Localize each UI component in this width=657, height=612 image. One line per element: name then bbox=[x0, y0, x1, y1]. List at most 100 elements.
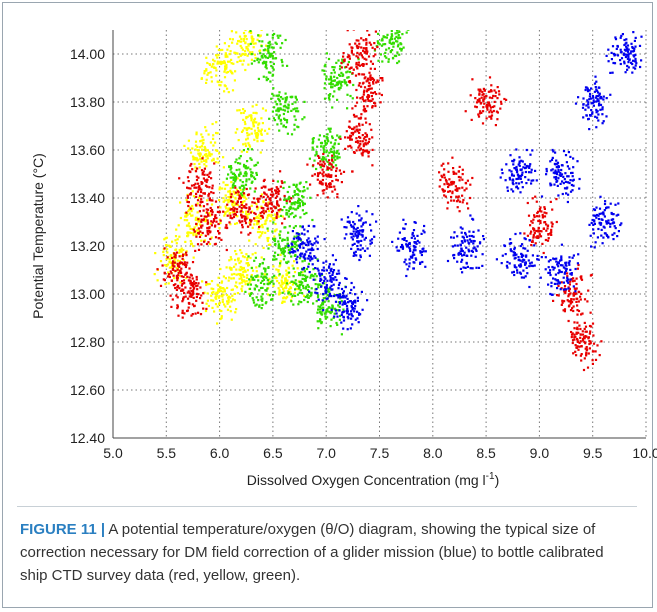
data-point bbox=[297, 287, 300, 290]
data-point bbox=[586, 348, 589, 351]
data-point bbox=[189, 227, 192, 230]
data-point bbox=[446, 259, 450, 263]
data-point bbox=[198, 166, 201, 169]
data-point bbox=[235, 253, 238, 256]
data-point bbox=[468, 238, 472, 241]
data-point bbox=[298, 202, 301, 205]
data-point bbox=[333, 66, 336, 69]
data-point bbox=[251, 121, 255, 124]
data-point bbox=[365, 49, 368, 52]
data-point bbox=[540, 195, 544, 198]
data-point bbox=[208, 199, 211, 202]
data-point bbox=[478, 92, 481, 95]
data-point bbox=[185, 224, 189, 227]
data-point bbox=[533, 232, 536, 235]
data-point bbox=[231, 147, 235, 150]
data-point bbox=[199, 146, 202, 149]
data-point bbox=[258, 263, 262, 266]
data-point bbox=[528, 285, 531, 289]
data-point bbox=[288, 185, 291, 188]
data-point bbox=[229, 168, 232, 171]
data-point bbox=[251, 174, 254, 177]
data-point bbox=[369, 76, 372, 79]
data-point bbox=[337, 287, 340, 290]
data-point bbox=[573, 279, 576, 282]
data-point bbox=[490, 84, 493, 87]
data-point bbox=[300, 301, 303, 304]
data-point bbox=[258, 213, 261, 217]
data-point bbox=[366, 95, 369, 98]
data-point bbox=[250, 204, 253, 207]
data-point bbox=[356, 230, 359, 233]
data-point bbox=[216, 149, 219, 152]
data-point bbox=[461, 194, 464, 197]
data-point bbox=[256, 208, 259, 211]
data-point bbox=[246, 54, 249, 57]
data-point bbox=[638, 44, 642, 47]
data-point bbox=[257, 133, 260, 136]
data-point bbox=[240, 231, 243, 234]
data-point bbox=[219, 289, 222, 293]
data-point bbox=[324, 141, 327, 144]
data-point bbox=[236, 215, 239, 218]
data-point bbox=[347, 76, 350, 79]
data-point bbox=[258, 122, 261, 125]
data-point bbox=[188, 212, 191, 215]
data-point bbox=[359, 147, 362, 150]
data-point bbox=[339, 86, 342, 89]
x-tick-label: 7.0 bbox=[316, 445, 336, 461]
data-point bbox=[286, 106, 289, 110]
data-point bbox=[619, 59, 622, 62]
data-point bbox=[244, 206, 247, 209]
data-point bbox=[301, 200, 304, 203]
data-point bbox=[264, 185, 267, 188]
data-point bbox=[180, 284, 183, 287]
data-point bbox=[413, 237, 416, 240]
data-point bbox=[266, 227, 269, 230]
data-point bbox=[322, 171, 325, 174]
data-point bbox=[322, 159, 325, 162]
data-point bbox=[616, 54, 620, 57]
data-point bbox=[577, 96, 580, 99]
data-point bbox=[459, 226, 462, 229]
data-point bbox=[451, 190, 454, 193]
data-point bbox=[469, 183, 472, 186]
data-point bbox=[213, 162, 216, 165]
data-point bbox=[243, 35, 247, 38]
data-point bbox=[306, 187, 309, 190]
data-point bbox=[201, 148, 204, 151]
data-point bbox=[536, 211, 539, 215]
data-point bbox=[247, 213, 251, 216]
data-point bbox=[590, 221, 593, 225]
data-point bbox=[328, 184, 331, 187]
data-point bbox=[539, 276, 542, 279]
data-point bbox=[253, 287, 256, 290]
data-point bbox=[178, 255, 181, 258]
data-point bbox=[250, 158, 253, 161]
data-point bbox=[200, 77, 203, 80]
data-point bbox=[180, 254, 183, 258]
data-point bbox=[576, 160, 579, 163]
data-point bbox=[294, 294, 297, 297]
data-point bbox=[339, 65, 342, 68]
data-point bbox=[301, 271, 304, 274]
data-point bbox=[384, 36, 387, 39]
data-point bbox=[465, 187, 468, 190]
data-point bbox=[243, 280, 246, 283]
data-point bbox=[205, 208, 208, 211]
data-point bbox=[506, 186, 509, 189]
data-point bbox=[575, 346, 579, 349]
data-point bbox=[200, 198, 203, 201]
data-point bbox=[489, 109, 492, 112]
data-point bbox=[267, 41, 270, 45]
data-point bbox=[331, 277, 334, 280]
data-point bbox=[201, 301, 204, 304]
data-point bbox=[531, 254, 534, 257]
data-point bbox=[477, 88, 480, 91]
data-point bbox=[279, 34, 282, 37]
data-point bbox=[271, 33, 274, 37]
data-point bbox=[242, 39, 245, 42]
data-point bbox=[196, 199, 200, 202]
data-point bbox=[566, 186, 569, 189]
series-1 bbox=[225, 30, 410, 336]
